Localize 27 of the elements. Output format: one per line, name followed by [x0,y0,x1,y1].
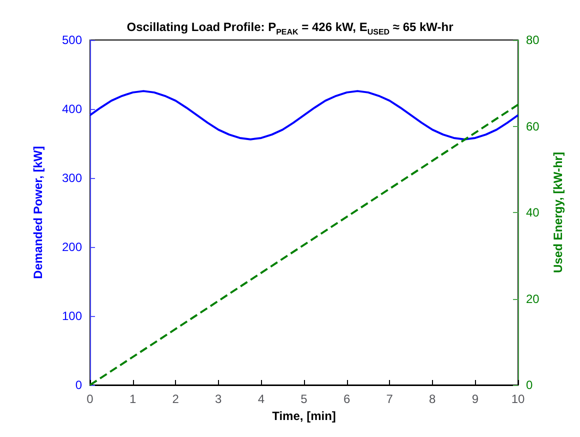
line-series [89,90,519,140]
x-tick-label: 0 [86,392,94,406]
y-tick-label: 400 [62,102,82,116]
y-tick-label: 300 [62,171,82,185]
y-tick-label: 500 [62,33,82,47]
x-tick-label: 9 [472,392,479,406]
y2-axis-title: Used Energy, [kW-hr] [551,152,565,273]
line-series [89,104,519,386]
y2-tick-label: 40 [526,206,540,220]
y-axis-title: Demanded Power, [kW] [31,146,45,279]
y2-tick-label: 20 [526,292,540,306]
y-tick-label: 100 [62,309,82,323]
x-tick-label: 10 [511,392,525,406]
x-tick-label: 6 [343,392,350,406]
x-tick-label: 7 [386,392,394,406]
x-tick-label: 5 [300,392,308,406]
y2-tick-label: 60 [526,119,540,134]
x-tick-label: 4 [258,392,265,406]
x-tick-label: 3 [215,392,222,406]
x-axis-title: Time, [min] [272,408,336,423]
x-tick-label: 8 [429,392,436,406]
y-tick-label: 0 [75,378,82,392]
y2-tick-label: 80 [526,33,540,47]
x-tick-label: 1 [129,392,136,406]
y2-tick-label: 0 [526,378,533,392]
x-tick-label: 2 [172,392,180,406]
y-tick-label: 200 [62,240,82,254]
